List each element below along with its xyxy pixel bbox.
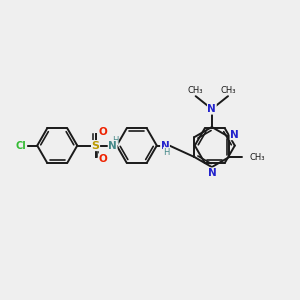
Text: O: O bbox=[98, 127, 107, 137]
Text: O: O bbox=[98, 154, 107, 164]
Text: N: N bbox=[230, 130, 239, 140]
Text: CH₃: CH₃ bbox=[250, 153, 265, 162]
Text: H: H bbox=[163, 148, 170, 157]
Text: Cl: Cl bbox=[16, 141, 27, 151]
Text: N: N bbox=[208, 168, 217, 178]
Text: CH₃: CH₃ bbox=[188, 86, 203, 95]
Text: N: N bbox=[208, 104, 216, 114]
Text: N: N bbox=[160, 141, 169, 151]
Text: H: H bbox=[112, 136, 118, 145]
Text: CH₃: CH₃ bbox=[220, 86, 236, 95]
Text: S: S bbox=[92, 141, 100, 151]
Text: N: N bbox=[108, 141, 117, 151]
